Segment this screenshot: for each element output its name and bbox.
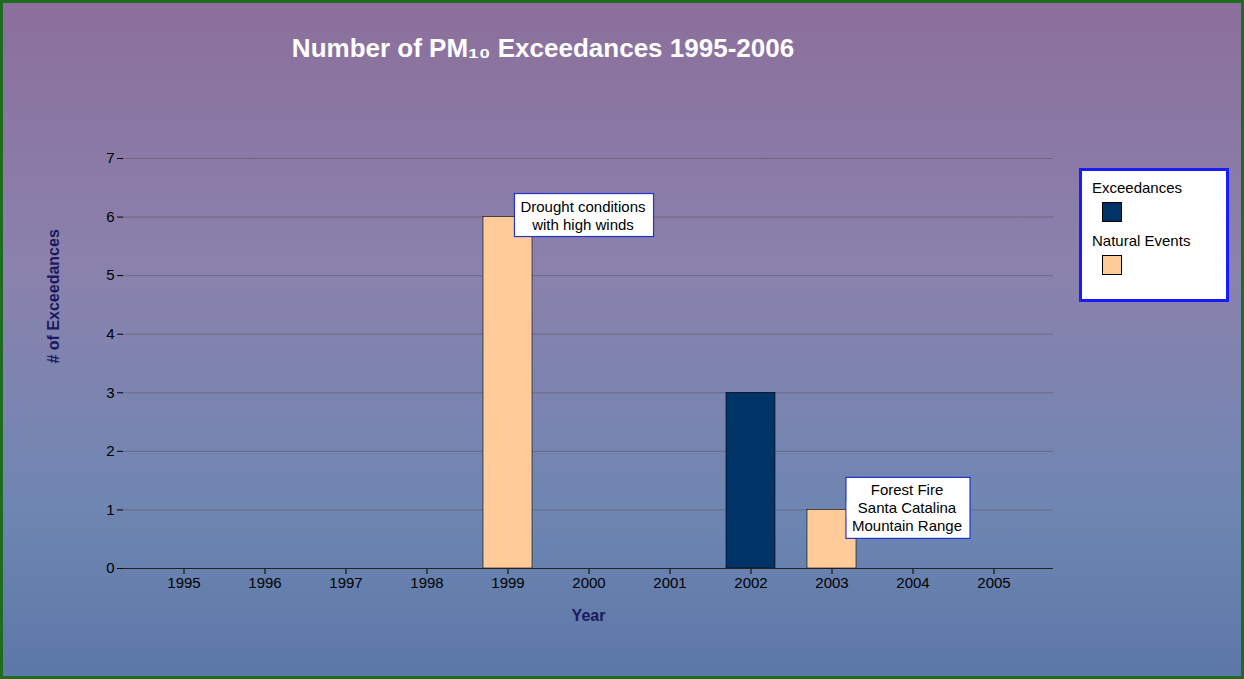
svg-text:4: 4 (106, 325, 114, 342)
svg-text:3: 3 (106, 384, 114, 401)
svg-text:1997: 1997 (329, 574, 362, 591)
svg-text:# of Exceedances: # of Exceedances (45, 229, 62, 363)
svg-text:Year: Year (572, 607, 606, 624)
html-text:Exceedances: Exceedances (1092, 179, 1183, 196)
svg-text:1998: 1998 (410, 574, 443, 591)
svg-text:1999: 1999 (491, 574, 524, 591)
svg-text:2005: 2005 (977, 574, 1010, 591)
svg-text:2002: 2002 (734, 574, 767, 591)
html-text:Natural Events: Natural Events (1092, 232, 1191, 249)
svg-text:Drought conditionswith high wi: Drought conditionswith high winds (520, 198, 645, 233)
svg-text:1996: 1996 (248, 574, 281, 591)
svg-text:2004: 2004 (896, 574, 929, 591)
html-text:Number of PM₁₀ Exceedances 199: Number of PM₁₀ Exceedances 1995-2006 (291, 33, 795, 63)
svg-text:6: 6 (106, 208, 114, 225)
svg-text:1995: 1995 (167, 574, 200, 591)
svg-text:2000: 2000 (572, 574, 605, 591)
svg-text:5: 5 (106, 266, 114, 283)
svg-text:2001: 2001 (653, 574, 686, 591)
svg-text:7: 7 (106, 149, 114, 166)
svg-text:1: 1 (106, 501, 114, 518)
svg-text:0: 0 (106, 559, 114, 576)
svg-text:Forest FireSanta CatalinaMount: Forest FireSanta CatalinaMountain Range (852, 481, 962, 534)
svg-text:2003: 2003 (815, 574, 848, 591)
svg-text:2: 2 (106, 442, 114, 459)
